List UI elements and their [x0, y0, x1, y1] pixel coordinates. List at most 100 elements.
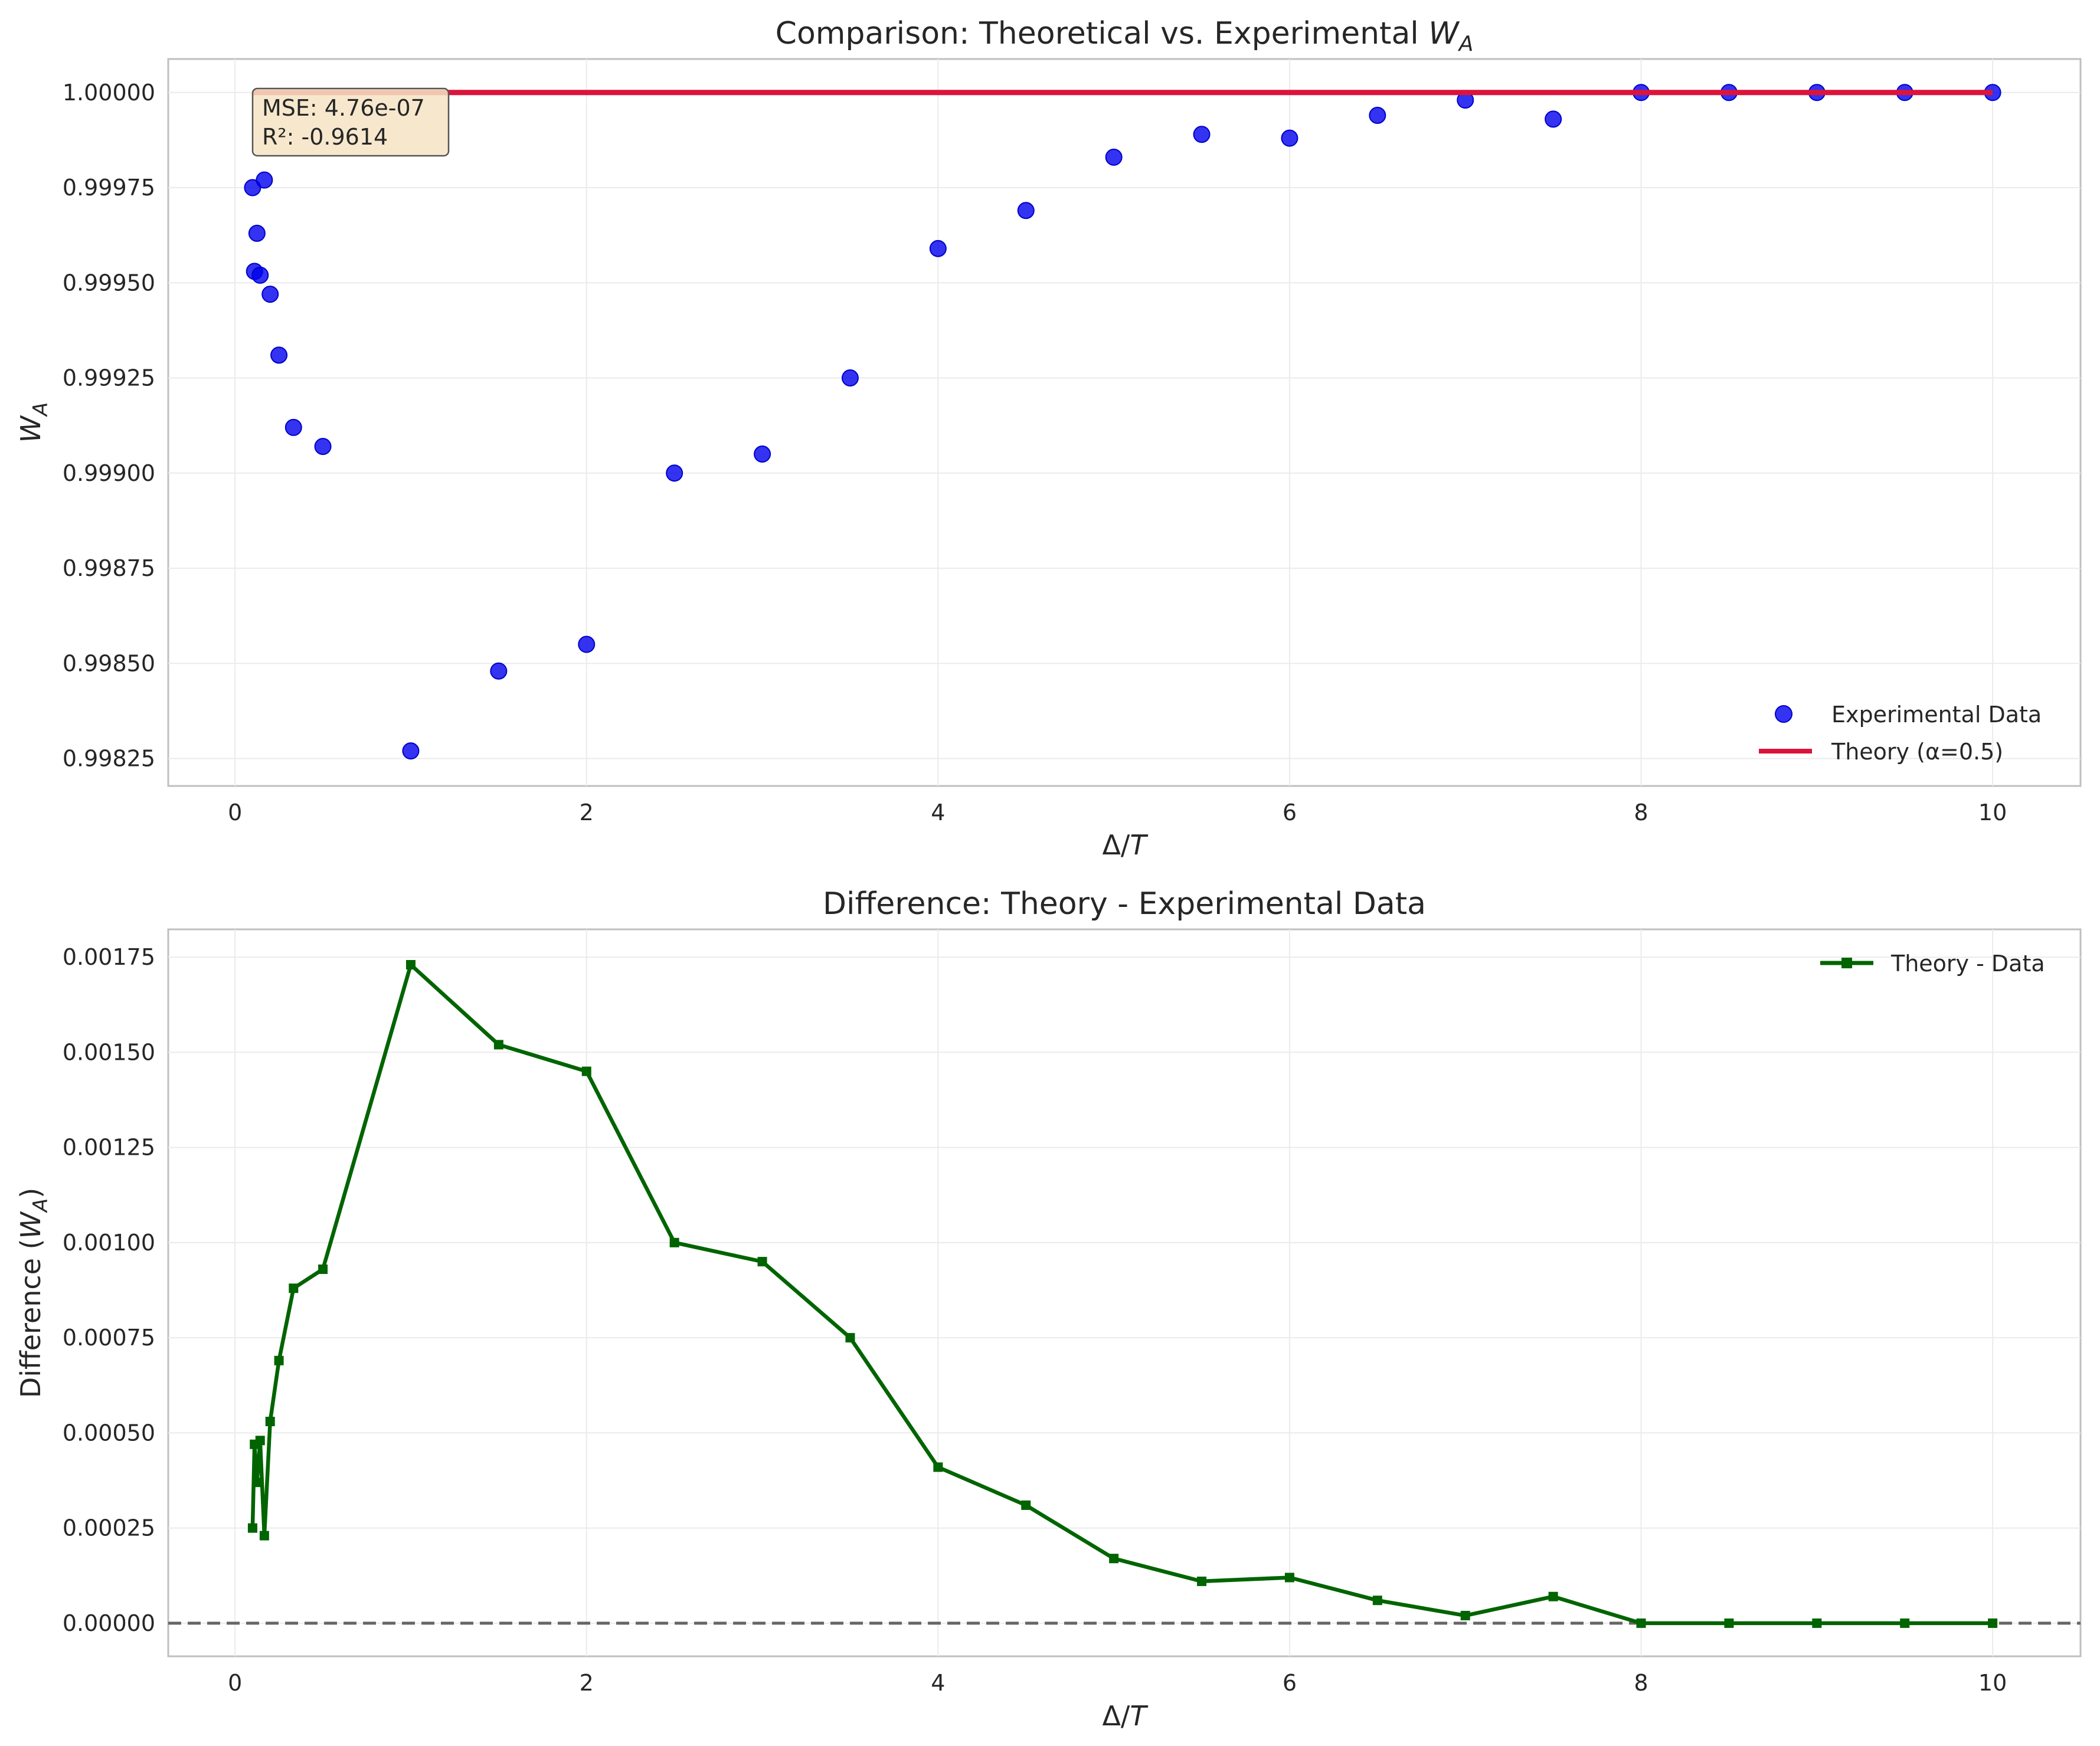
difference-point	[757, 1257, 767, 1267]
difference-plot-area	[167, 928, 2082, 1657]
comparison-title: Comparison: Theoretical vs. Experimental…	[776, 16, 1474, 56]
y-tick-label: 1.00000	[63, 80, 155, 106]
y-tick-label: 0.00125	[63, 1135, 155, 1161]
x-tick-label: 4	[931, 800, 945, 825]
comparison-y-label: WA	[15, 402, 53, 443]
difference-point	[1548, 1591, 1558, 1601]
experimental-point	[314, 438, 332, 456]
fit-stats-annotation: MSE: 4.76e-07 R²: -0.9614	[251, 87, 450, 157]
difference-point	[1372, 1596, 1382, 1606]
x-tick-label: 8	[1634, 1670, 1648, 1696]
difference-point	[1197, 1576, 1207, 1586]
x-tick-label: 2	[580, 800, 594, 825]
comparison-x-label-var: T	[1130, 829, 1149, 861]
legend-difference-marker	[1841, 958, 1852, 968]
difference-y-ticks: 0.00000 0.00025 0.00050 0.00075 0.00100 0.001…	[63, 944, 155, 1636]
experimental-point	[270, 346, 288, 364]
x-tick-label: 0	[228, 800, 242, 825]
experimental-point	[841, 369, 859, 387]
comparison-plot-area	[167, 58, 2082, 787]
comparison-title-text: Comparison: Theoretical vs. Experimental	[776, 16, 1429, 51]
comparison-x-label-main: Δ/	[1102, 829, 1130, 861]
experimental-point	[1545, 110, 1562, 128]
difference-point	[405, 959, 416, 969]
difference-panel: 0 2 4 6 8 10 0.000000.000250.000500.000750.00…	[15, 886, 2082, 1732]
y-tick-label: 0.00075	[63, 1325, 155, 1351]
y-tick-label: 0.00050	[63, 1420, 155, 1446]
experimental-point	[666, 464, 683, 482]
difference-x-label-var: T	[1130, 1700, 1149, 1732]
experimental-point	[256, 171, 273, 189]
experimental-point	[284, 418, 302, 436]
difference-x-label: Δ/T	[1102, 1700, 1149, 1732]
y-tick-label: 0.00100	[63, 1230, 155, 1256]
y-tick-label: 0.99950	[63, 270, 155, 296]
experimental-point	[754, 445, 771, 463]
r2-label: R²: -0.9614	[262, 124, 388, 150]
difference-point	[1900, 1618, 1910, 1628]
difference-point	[1021, 1500, 1031, 1510]
difference-y-label-prefix: Difference (	[15, 1239, 47, 1398]
x-tick-label: 6	[1283, 1670, 1297, 1696]
y-tick-label: 0.00025	[63, 1515, 155, 1541]
y-tick-label: 0.99925	[63, 365, 155, 391]
comparison-x-label: Δ/T	[1102, 829, 1149, 861]
y-tick-label: 0.00175	[63, 944, 155, 970]
difference-point	[1724, 1618, 1734, 1628]
x-tick-label: 10	[1978, 1670, 2007, 1696]
comparison-panel: 0 2 4 6 8 10 0.998250.998500.998750.999000.99…	[15, 16, 2082, 861]
difference-series	[168, 959, 2081, 1628]
difference-point	[1988, 1618, 1998, 1628]
legend-experimental-marker	[1775, 705, 1792, 723]
x-tick-label: 4	[931, 1670, 945, 1696]
difference-point	[493, 1040, 503, 1050]
difference-point	[318, 1265, 328, 1275]
experimental-point	[1193, 126, 1211, 143]
y-tick-label: 0.99850	[63, 650, 155, 676]
y-tick-label: 0.99825	[63, 746, 155, 772]
difference-y-label: Difference (WA)	[15, 1188, 53, 1398]
fit-stats-box	[251, 87, 450, 157]
difference-point	[265, 1417, 275, 1427]
experimental-point	[490, 662, 508, 680]
y-tick-label: 0.00150	[63, 1039, 155, 1065]
y-tick-label: 0.99875	[63, 555, 155, 581]
difference-x-label-main: Δ/	[1102, 1700, 1130, 1732]
difference-x-ticks: 0 2 4 6 8 10	[228, 1670, 2007, 1696]
difference-point	[1636, 1618, 1646, 1628]
difference-legend: Theory - Data	[1820, 951, 2045, 977]
difference-point	[933, 1462, 943, 1472]
experimental-point	[261, 286, 279, 303]
difference-point	[255, 1436, 265, 1446]
difference-point	[581, 1066, 591, 1076]
experimental-point	[1017, 202, 1035, 220]
x-tick-label: 8	[1634, 800, 1648, 825]
comparison-x-ticks: 0 2 4 6 8 10	[228, 800, 2007, 825]
legend-experimental-label: Experimental Data	[1831, 702, 2042, 728]
mse-label: MSE: 4.76e-07	[262, 95, 425, 121]
comparison-title-sub: A	[1458, 32, 1474, 56]
legend-theory-label: Theory (α=0.5)	[1831, 739, 2003, 765]
experimental-point	[251, 266, 269, 284]
difference-point	[289, 1283, 299, 1293]
difference-point	[274, 1355, 284, 1365]
experimental-point	[578, 635, 596, 653]
y-tick-label: 0.99975	[63, 175, 155, 201]
comparison-series	[244, 84, 2001, 760]
experimental-point	[929, 240, 947, 257]
difference-point	[247, 1523, 257, 1533]
y-tick-label: 0.00000	[63, 1610, 155, 1636]
experimental-point	[1369, 106, 1386, 124]
x-tick-label: 6	[1283, 800, 1297, 825]
difference-point	[669, 1237, 679, 1247]
legend-difference-label: Theory - Data	[1890, 951, 2045, 977]
x-tick-label: 2	[580, 1670, 594, 1696]
comparison-y-label-sub: A	[29, 402, 53, 417]
experimental-point	[402, 742, 420, 760]
difference-point	[1460, 1610, 1470, 1620]
difference-line	[250, 962, 1993, 1626]
difference-point	[1284, 1573, 1294, 1583]
experimental-point	[1105, 148, 1123, 166]
difference-title: Difference: Theory - Experimental Data	[823, 886, 1426, 922]
experimental-point	[248, 224, 266, 242]
